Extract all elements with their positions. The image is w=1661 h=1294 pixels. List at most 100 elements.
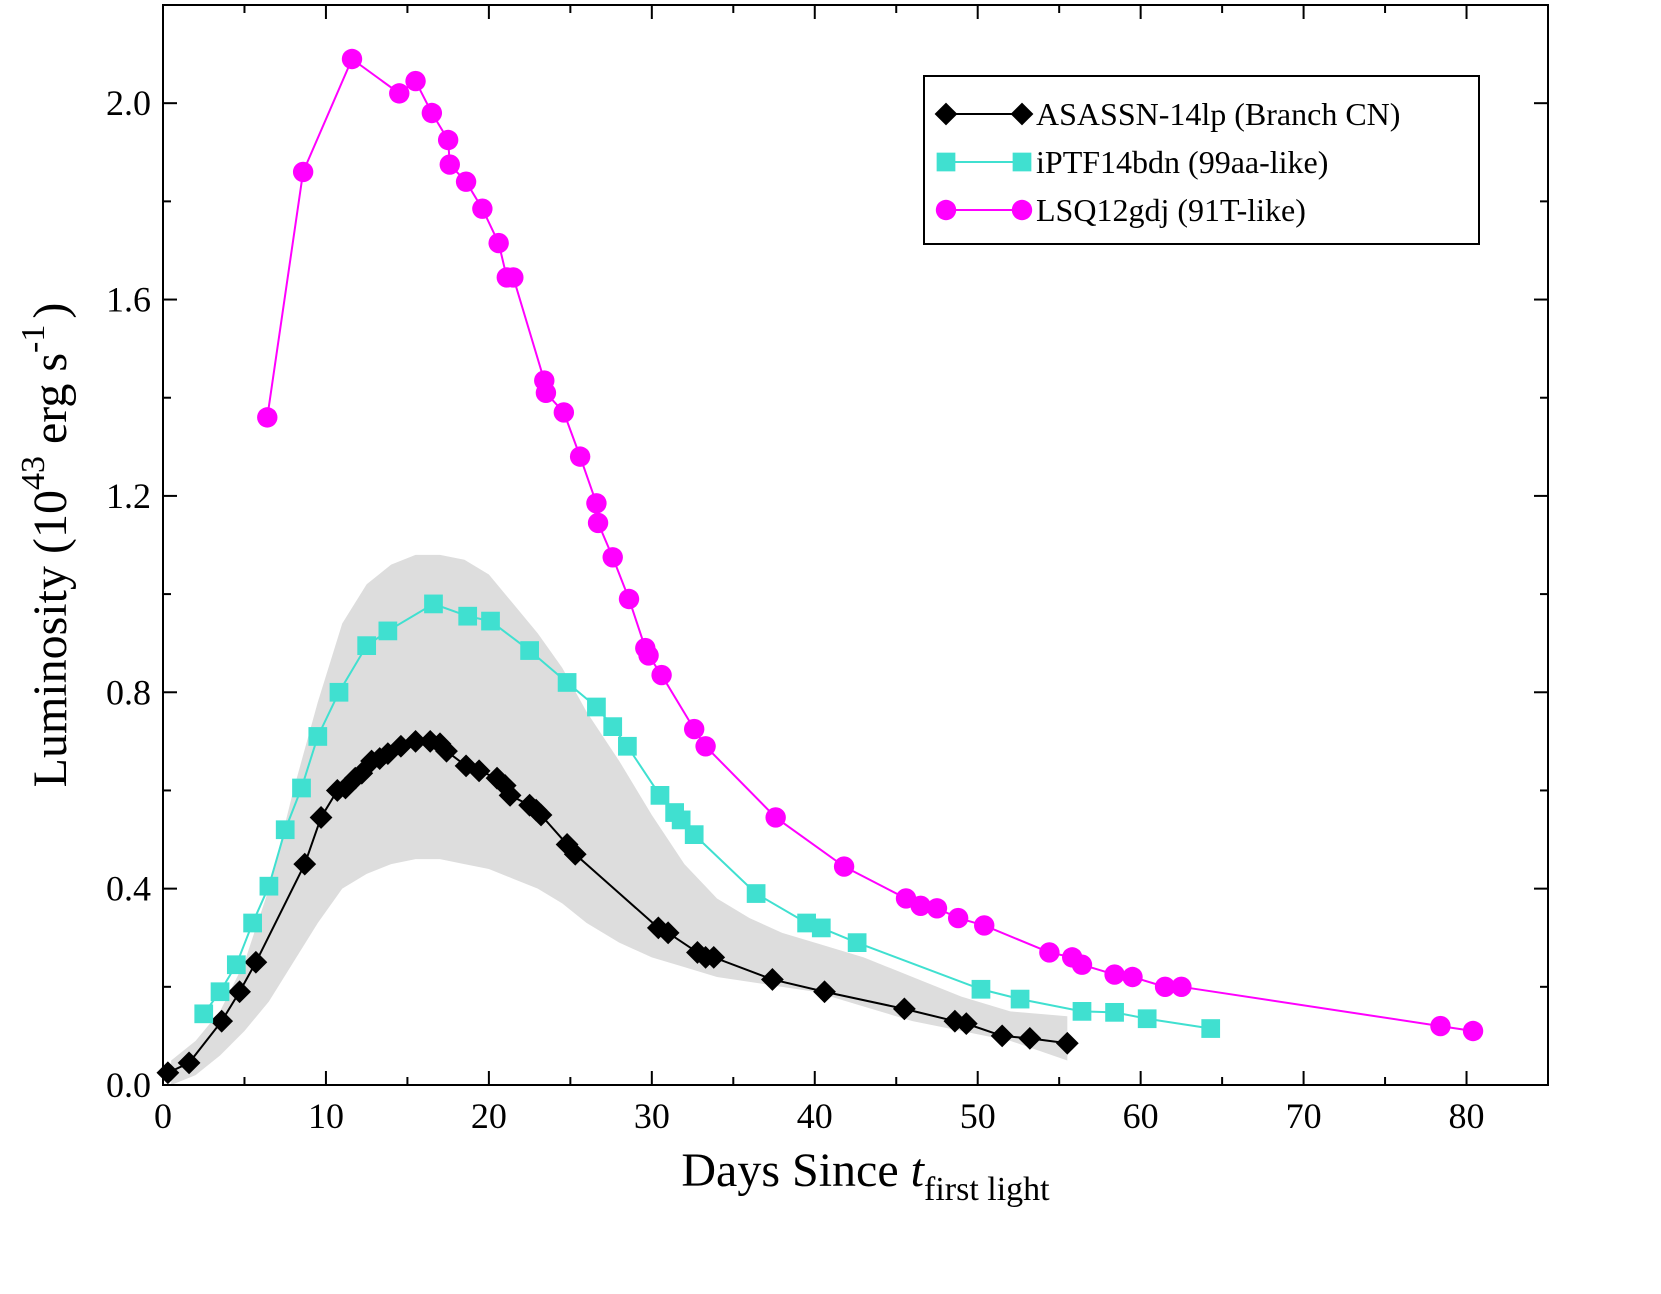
- data-point-1: [1010, 989, 1030, 1009]
- data-point-1: [424, 594, 443, 614]
- data-point-1: [226, 955, 246, 975]
- data-point-0: [177, 1051, 201, 1075]
- data-point-2: [437, 129, 459, 151]
- x-tick-label: 10: [308, 1096, 344, 1136]
- series-layer: [156, 48, 1484, 1085]
- data-point-0: [485, 766, 509, 790]
- data-point-2: [695, 736, 716, 757]
- plot-frame: [162, 4, 1549, 1086]
- y-axis-title-sup: 43: [15, 456, 52, 490]
- x-tick-label: 0: [154, 1096, 172, 1136]
- data-point-0: [954, 1012, 978, 1036]
- data-point-2: [535, 382, 557, 404]
- uncertainty-band-layer: [171, 554, 1068, 1085]
- data-point-1: [308, 727, 328, 746]
- data-point-1: [243, 913, 262, 933]
- y-axis-title-main: Luminosity (10: [24, 490, 77, 787]
- data-point-2: [910, 895, 931, 917]
- data-point-1: [971, 979, 991, 999]
- data-point-2: [587, 512, 609, 534]
- x-tick-label: 70: [1286, 1096, 1322, 1136]
- legend-label-1: iPTF14bdn (99aa-like): [1036, 144, 1328, 180]
- data-point-2: [1430, 1015, 1451, 1037]
- series-2: [257, 48, 1484, 1042]
- data-point-0: [529, 803, 553, 827]
- data-point-2: [341, 48, 363, 70]
- data-point-1: [259, 876, 279, 896]
- data-point-1: [1137, 1009, 1157, 1029]
- data-point-2: [389, 83, 410, 104]
- data-point-2: [553, 402, 575, 423]
- legend-marker-0: [934, 102, 958, 126]
- data-point-1: [275, 820, 295, 840]
- data-point-2: [1171, 976, 1192, 998]
- data-point-1: [481, 611, 500, 631]
- legend-marker-1: [936, 152, 956, 172]
- legend-label-0: ASASSN-14lp (Branch CN): [1036, 96, 1400, 132]
- data-point-1: [671, 810, 691, 830]
- series-0: [156, 729, 1079, 1085]
- legend-label-2: LSQ12gdj (91T-like): [1036, 192, 1306, 228]
- data-point-2: [569, 446, 591, 467]
- data-point-1: [378, 621, 398, 641]
- data-point-1: [210, 982, 230, 1002]
- data-point-2: [405, 70, 426, 92]
- data-point-2: [1154, 976, 1176, 998]
- axes-layer: 0 10 20 30 40 50 60 70 80 0.0 0.4 0.8 1.2 1.6 2.0: [106, 5, 1548, 1136]
- legend-marker-0: [1010, 102, 1034, 126]
- data-point-1: [811, 918, 831, 938]
- data-point-2: [421, 102, 443, 124]
- x-tick-label: 30: [634, 1096, 670, 1136]
- x-tick-label: 50: [960, 1096, 996, 1136]
- data-point-1: [797, 913, 816, 933]
- data-point-1: [557, 673, 577, 692]
- data-point-1: [1072, 1002, 1092, 1021]
- y-tick-label: 0.8: [106, 672, 151, 712]
- x-axis-title-sub: first light: [924, 1171, 1050, 1208]
- data-point-0: [892, 997, 916, 1021]
- data-point-1: [1105, 1002, 1124, 1022]
- y-axis-title-sup2: -1: [15, 325, 52, 353]
- data-point-0: [309, 806, 333, 829]
- y-tick-label: 1.6: [106, 280, 151, 320]
- data-point-0: [244, 950, 268, 974]
- data-point-0: [435, 739, 458, 763]
- data-point-1: [194, 1004, 214, 1024]
- data-point-0: [498, 783, 522, 807]
- legend-marker-2: [1011, 199, 1033, 221]
- data-point-0: [563, 842, 587, 866]
- data-point-0: [702, 945, 726, 969]
- data-point-0: [1055, 1031, 1079, 1055]
- data-point-1: [684, 825, 704, 844]
- data-point-1: [329, 682, 349, 702]
- data-point-2: [765, 807, 786, 828]
- data-point-2: [618, 588, 640, 610]
- data-point-2: [1039, 942, 1060, 963]
- legend-marker-1: [1012, 152, 1032, 172]
- x-tick-label: 60: [1123, 1096, 1159, 1136]
- data-point-1: [847, 933, 867, 952]
- y-tick-label: 0.4: [106, 869, 151, 909]
- data-point-0: [813, 980, 836, 1004]
- data-point-2: [1462, 1020, 1484, 1042]
- data-point-1: [292, 778, 311, 798]
- data-point-2: [292, 161, 314, 183]
- data-point-0: [990, 1024, 1014, 1048]
- data-point-0: [428, 732, 452, 756]
- data-point-0: [761, 968, 784, 991]
- series-1: [194, 594, 1221, 1038]
- data-point-2: [833, 856, 855, 877]
- data-point-1: [1201, 1019, 1221, 1038]
- data-point-2: [1122, 966, 1143, 988]
- y-axis-title-group: Luminosity (1043 erg s-1): [15, 303, 77, 788]
- x-tick-label: 40: [797, 1096, 833, 1136]
- data-point-1: [618, 736, 637, 756]
- x-axis-title-italic: t: [911, 1144, 926, 1197]
- data-point-2: [926, 898, 948, 919]
- data-point-1: [746, 884, 766, 903]
- data-point-1: [520, 641, 539, 660]
- data-point-0: [943, 1009, 967, 1033]
- data-point-0: [1018, 1026, 1042, 1050]
- data-point-1: [458, 606, 478, 626]
